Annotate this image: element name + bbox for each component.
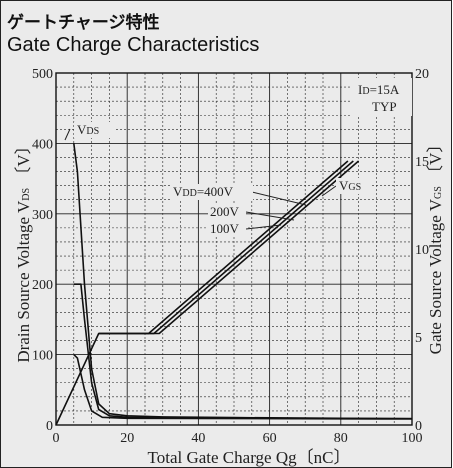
- left-axis-label: Drain Source Voltage VDS 〔V〕: [14, 137, 33, 362]
- series-line-vgs-400v: [98, 160, 360, 335]
- right-tick-label: 15: [415, 155, 429, 170]
- x-tick-label: 60: [263, 431, 277, 446]
- condition-typ: TYP: [372, 99, 397, 114]
- vds-label-bg: [74, 122, 114, 138]
- chart-title-japanese: ゲートチャージ特性: [7, 13, 160, 33]
- x-tick-label: 40: [191, 431, 205, 446]
- x-tick-label: 100: [402, 431, 423, 446]
- series: [55, 143, 413, 426]
- right-axis-label: Gate Source Voltage VGS 〔V〕: [426, 136, 445, 355]
- right-tick-label: 5: [415, 331, 422, 346]
- leader-line: [245, 224, 282, 230]
- left-tick-label: 400: [32, 137, 53, 152]
- right-tick-labels: 0 5 10 15 20: [415, 67, 429, 434]
- chart-title-english: Gate Charge Characteristics: [7, 34, 260, 56]
- x-axis-label: Total Gate Charge Qg〔nC〕: [148, 448, 351, 467]
- left-tick-label: 0: [46, 419, 53, 434]
- condition-id: ID=15A: [358, 82, 400, 97]
- vds-label: VDS: [77, 122, 99, 137]
- vdd400-label: VDD=400V: [173, 184, 234, 199]
- left-tick-label: 500: [32, 67, 53, 82]
- condition-box: [352, 78, 412, 116]
- vdd100-label-bg: [208, 221, 246, 237]
- series-line-vds-200v: [73, 283, 413, 420]
- plot-frame: [55, 72, 413, 426]
- x-tick-label: 0: [53, 431, 60, 446]
- vdd200-label-bg: [208, 204, 246, 220]
- vdd200-label: 200V: [210, 204, 240, 219]
- left-tick-label: 100: [32, 349, 53, 364]
- series-line-vgs-100v: [55, 160, 349, 426]
- vdd100-label: 100V: [210, 221, 240, 236]
- right-tick-label: 0: [415, 419, 422, 434]
- right-tick-label: 20: [415, 67, 429, 82]
- leader-lines: [64, 128, 337, 230]
- vgs-label: VGS: [339, 178, 361, 193]
- left-tick-labels: 0 100 200 300 400 500: [32, 67, 53, 434]
- series-line-vds-100v: [73, 354, 413, 420]
- right-tick-label: 10: [415, 243, 429, 258]
- leader-line: [251, 191, 307, 206]
- x-tick-label: 20: [120, 431, 134, 446]
- x-tick-labels: 0 20 40 60 80 100: [53, 431, 423, 446]
- left-tick-label: 200: [32, 278, 53, 293]
- vgs-label-bg: [336, 178, 372, 194]
- x-tick-label: 80: [334, 431, 348, 446]
- vdd400-label-bg: [171, 184, 253, 200]
- leader-line: [64, 128, 71, 141]
- leader-line: [321, 185, 337, 197]
- leader-line: [245, 211, 295, 221]
- left-tick-label: 300: [32, 208, 53, 223]
